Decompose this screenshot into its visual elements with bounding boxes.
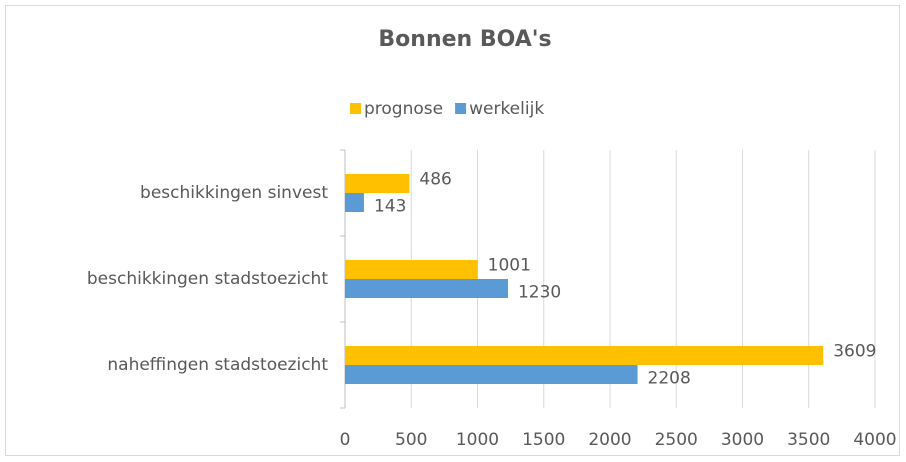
x-tick-label: 0 bbox=[340, 430, 351, 450]
bar bbox=[345, 193, 364, 212]
x-tick-label: 1000 bbox=[456, 430, 499, 450]
x-tick-label: 3000 bbox=[721, 430, 764, 450]
x-tick-label: 500 bbox=[395, 430, 427, 450]
x-tick-label: 2000 bbox=[588, 430, 631, 450]
chart-title: Bonnen BOA's bbox=[378, 27, 551, 52]
bar bbox=[345, 279, 508, 298]
y-tick-label: naheffingen stadstoezicht bbox=[107, 355, 328, 375]
legend-label: werkelijk bbox=[469, 99, 544, 119]
x-tick-label: 1500 bbox=[522, 430, 565, 450]
data-label: 3609 bbox=[833, 342, 876, 362]
x-tick-label: 3500 bbox=[787, 430, 830, 450]
y-tick-label: beschikkingen stadstoezicht bbox=[87, 269, 328, 289]
bar bbox=[345, 260, 478, 279]
x-tick-label: 4000 bbox=[853, 430, 896, 450]
data-label: 486 bbox=[419, 170, 451, 190]
legend-swatch bbox=[455, 103, 467, 114]
data-label: 2208 bbox=[648, 369, 691, 389]
x-tick-label: 2500 bbox=[655, 430, 698, 450]
legend-swatch bbox=[350, 103, 361, 114]
y-tick-label: beschikkingen sinvest bbox=[140, 183, 328, 203]
chart-frame bbox=[5, 5, 900, 456]
bar bbox=[345, 346, 824, 365]
data-label: 143 bbox=[374, 197, 406, 217]
bar bbox=[345, 174, 410, 193]
bar bbox=[345, 365, 638, 384]
data-label: 1001 bbox=[488, 256, 531, 276]
data-label: 1230 bbox=[518, 283, 561, 303]
legend-label: prognose bbox=[364, 99, 443, 119]
